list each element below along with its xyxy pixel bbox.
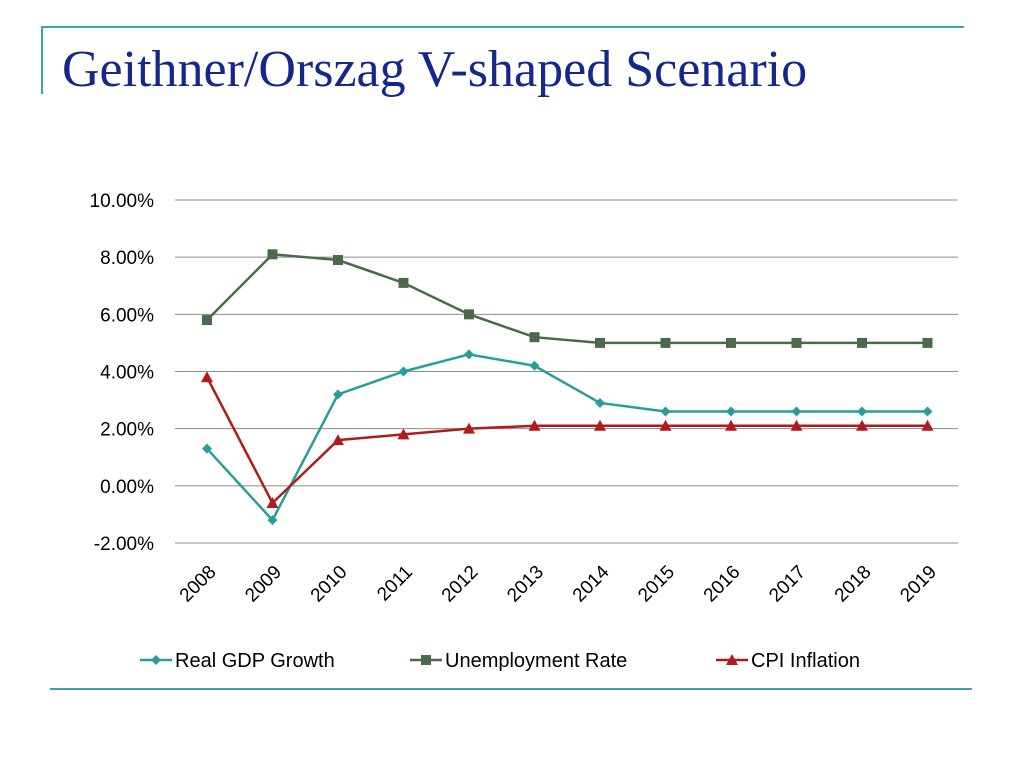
y-tick-label: -2.00%	[94, 534, 154, 555]
x-tick-label: 2019	[896, 562, 941, 607]
x-tick-label: 2011	[373, 562, 417, 606]
x-tick-label: 2017	[765, 562, 810, 607]
y-tick-label: 10.00%	[90, 191, 155, 212]
data-point-cpi-inflation	[659, 419, 672, 431]
data-point-real-gdp-growth	[333, 389, 343, 400]
data-point-real-gdp-growth	[398, 366, 409, 377]
data-point-cpi-inflation	[397, 428, 410, 440]
y-tick-label: 8.00%	[100, 248, 154, 269]
data-point-unemployment-rate	[333, 255, 343, 266]
data-point-cpi-inflation	[856, 419, 868, 431]
data-point-real-gdp-growth	[726, 406, 736, 417]
data-point-cpi-inflation	[790, 419, 803, 431]
y-tick-label: 6.00%	[100, 305, 154, 326]
slide-title: Geithner/Orszag V-shaped Scenario	[62, 41, 808, 98]
data-point-cpi-inflation	[528, 419, 541, 431]
data-point-unemployment-rate	[660, 337, 671, 348]
series-line-cpi-inflation	[205, 376, 928, 506]
x-tick-label: 2009	[241, 562, 286, 607]
legend-marker-cpi-inflation	[726, 654, 738, 665]
data-point-unemployment-rate	[922, 337, 933, 348]
data-point-real-gdp-growth	[464, 349, 474, 360]
data-point-unemployment-rate	[464, 309, 474, 320]
footer-accent-line	[50, 688, 972, 690]
legend-label-unemployment-rate: Unemployment Rate	[445, 650, 627, 672]
data-point-real-gdp-growth	[922, 406, 933, 417]
x-tick-label: 2015	[634, 562, 679, 607]
data-point-unemployment-rate	[202, 315, 212, 326]
data-point-unemployment-rate	[529, 332, 540, 343]
title-accent-line-top	[41, 26, 964, 28]
data-point-real-gdp-growth	[202, 443, 212, 454]
x-tick-label: 2013	[503, 562, 548, 607]
data-point-unemployment-rate	[791, 337, 802, 348]
data-point-real-gdp-growth	[529, 360, 540, 371]
data-point-cpi-inflation	[594, 419, 606, 431]
data-point-unemployment-rate	[398, 277, 409, 288]
data-point-unemployment-rate	[267, 249, 278, 260]
title-accent-line-vertical	[41, 26, 43, 94]
data-point-cpi-inflation	[921, 419, 934, 431]
data-point-unemployment-rate	[595, 337, 605, 348]
data-point-cpi-inflation	[463, 422, 475, 434]
data-point-cpi-inflation	[201, 371, 213, 383]
legend-label-cpi-inflation: CPI Inflation	[751, 650, 860, 672]
x-tick-label: 2012	[438, 562, 483, 607]
x-tick-label: 2018	[831, 562, 876, 607]
y-tick-label: 4.00%	[100, 363, 154, 384]
legend-label-real-gdp-growth: Real GDP Growth	[175, 650, 335, 672]
data-point-unemployment-rate	[726, 337, 736, 348]
data-point-real-gdp-growth	[595, 397, 605, 408]
data-point-real-gdp-growth	[267, 515, 278, 526]
y-tick-label: 0.00%	[100, 477, 154, 498]
series-line-unemployment-rate	[206, 253, 928, 345]
data-point-real-gdp-growth	[791, 406, 802, 417]
data-point-cpi-inflation	[725, 419, 737, 431]
x-tick-label: 2010	[307, 562, 352, 607]
legend-marker-real-gdp-growth	[151, 655, 161, 665]
x-tick-label: 2016	[700, 562, 745, 607]
data-point-real-gdp-growth	[660, 406, 671, 417]
data-point-cpi-inflation	[332, 434, 344, 446]
data-point-cpi-inflation	[266, 496, 279, 508]
data-point-unemployment-rate	[857, 337, 867, 348]
series-line-real-gdp-growth	[206, 353, 928, 523]
x-tick-label: 2014	[569, 561, 614, 606]
data-point-real-gdp-growth	[857, 406, 867, 417]
legend-marker-unemployment-rate	[421, 655, 431, 665]
x-tick-label: 2008	[176, 562, 221, 607]
y-tick-label: 2.00%	[100, 420, 154, 441]
